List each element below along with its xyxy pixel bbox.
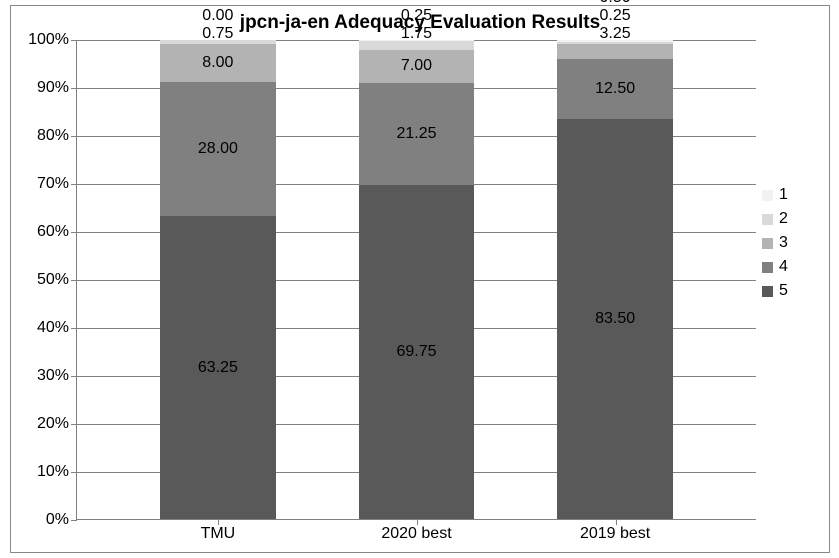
value-label: 28.00	[198, 140, 238, 158]
plot-area: 0%10%20%30%40%50%60%70%80%90%100%63.2528…	[76, 40, 756, 520]
bar-segment: 12.50	[557, 59, 672, 119]
legend-label: 2	[779, 210, 788, 228]
legend-swatch	[762, 190, 773, 201]
bar-group: 83.5012.500.500.253.25	[557, 40, 672, 519]
ytick-mark	[71, 472, 77, 473]
bar-stack: 63.25 28.00 8.00	[160, 40, 275, 519]
value-label: 69.75	[396, 343, 436, 361]
ytick-mark	[71, 40, 77, 41]
legend: 1 2 3 4 5	[762, 186, 817, 306]
value-label: 0.50	[600, 0, 631, 7]
ytick-label: 70%	[19, 175, 69, 193]
ytick-label: 20%	[19, 415, 69, 433]
ytick-mark	[71, 520, 77, 521]
ytick-label: 10%	[19, 463, 69, 481]
value-label: 83.50	[595, 310, 635, 328]
ytick-label: 50%	[19, 271, 69, 289]
ytick-label: 0%	[19, 511, 69, 529]
legend-label: 3	[779, 234, 788, 252]
legend-item: 5	[762, 282, 817, 300]
value-label: 7.00	[401, 57, 432, 75]
value-label: 0.25	[401, 7, 432, 25]
x-category-label: 2020 best	[381, 525, 451, 543]
legend-swatch	[762, 238, 773, 249]
value-label: 12.50	[595, 80, 635, 98]
legend-swatch	[762, 214, 773, 225]
x-category-label: 2019 best	[580, 525, 650, 543]
value-label: 0.25	[600, 7, 631, 25]
legend-item: 2	[762, 210, 817, 228]
ytick-mark	[71, 88, 77, 89]
bar-segment: 8.00	[160, 44, 275, 82]
legend-label: 1	[779, 186, 788, 204]
bar-segment: 21.25	[359, 83, 474, 185]
ytick-mark	[71, 280, 77, 281]
x-category-label: TMU	[201, 525, 236, 543]
value-label: 3.25	[600, 25, 631, 43]
bar-segment	[557, 44, 672, 60]
plot-wrapper: 0%10%20%30%40%50%60%70%80%90%100%63.2528…	[76, 40, 756, 520]
value-label: 63.25	[198, 359, 238, 377]
bar-segment: 28.00	[160, 82, 275, 216]
ytick-mark	[71, 376, 77, 377]
ytick-mark	[71, 232, 77, 233]
bar-segment: 83.50	[557, 119, 672, 519]
value-label: 0.00	[202, 7, 233, 25]
ytick-label: 30%	[19, 367, 69, 385]
legend-item: 1	[762, 186, 817, 204]
ytick-label: 100%	[19, 31, 69, 49]
ytick-label: 90%	[19, 79, 69, 97]
bar-segment: 7.00	[359, 50, 474, 84]
ytick-label: 60%	[19, 223, 69, 241]
legend-swatch	[762, 286, 773, 297]
ytick-mark	[71, 424, 77, 425]
legend-swatch	[762, 262, 773, 273]
value-label: 1.75	[401, 25, 432, 43]
ytick-label: 40%	[19, 319, 69, 337]
bar-group: 63.2528.008.000.000.75	[160, 40, 275, 519]
legend-label: 5	[779, 282, 788, 300]
bar-segment: 63.25	[160, 216, 275, 519]
bar-stack: 69.75 21.25 7.00	[359, 40, 474, 519]
value-label: 8.00	[202, 54, 233, 72]
bar-stack: 83.50 12.50	[557, 40, 672, 519]
chart-container: jpcn-ja-en Adequacy Evaluation Results 0…	[10, 5, 830, 553]
value-label: 21.25	[396, 125, 436, 143]
ytick-mark	[71, 184, 77, 185]
bar-group: 69.7521.257.000.251.75	[359, 40, 474, 519]
legend-item: 3	[762, 234, 817, 252]
bar-segment: 69.75	[359, 185, 474, 519]
legend-label: 4	[779, 258, 788, 276]
ytick-label: 80%	[19, 127, 69, 145]
value-label: 0.75	[202, 25, 233, 43]
ytick-mark	[71, 328, 77, 329]
legend-item: 4	[762, 258, 817, 276]
ytick-mark	[71, 136, 77, 137]
